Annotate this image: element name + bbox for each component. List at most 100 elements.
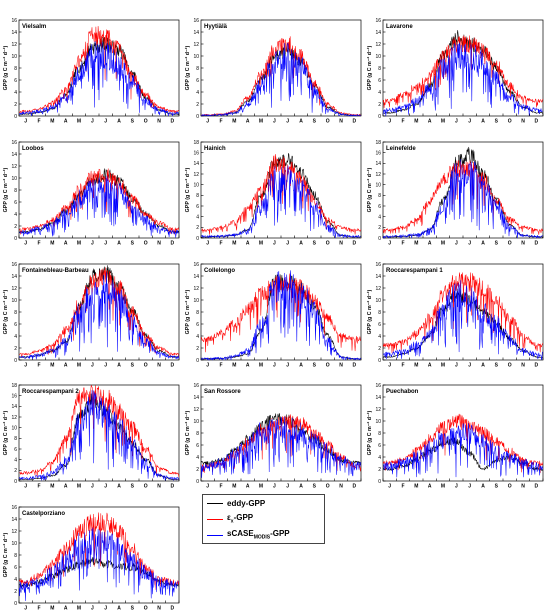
x-tick-label: D — [171, 241, 175, 247]
x-tick-label: O — [508, 363, 512, 369]
x-tick-label: N — [521, 484, 525, 490]
legend-swatch-scase — [207, 534, 223, 536]
y-tick-label: 6 — [196, 204, 199, 210]
y-axis-label: GPP (g C m⁻² d⁻¹) — [185, 167, 191, 212]
x-tick-label: F — [37, 363, 40, 369]
x-tick-label: A — [64, 363, 68, 369]
x-tick-label: S — [495, 241, 499, 247]
y-tick-label: 16 — [193, 383, 199, 389]
y-tick-label: 14 — [11, 30, 17, 36]
chart-panel: Roccarespampani 1 0 2 4 6 8 10 12 14 16 GPP (g C m… — [367, 262, 544, 369]
x-tick-label: A — [299, 119, 303, 125]
x-tick-label: A — [481, 484, 485, 490]
x-tick-label: F — [401, 484, 404, 490]
legend-swatch-eps — [207, 518, 223, 520]
y-tick-label: 8 — [378, 310, 381, 316]
x-tick-label: J — [273, 484, 276, 490]
series-line-scase — [18, 390, 180, 481]
y-axis-label: GPP (g C m⁻² d⁻¹) — [367, 45, 373, 90]
x-tick-label: J — [91, 241, 94, 247]
y-tick-label: 10 — [11, 425, 17, 431]
y-tick-label: 0 — [196, 479, 199, 485]
y-tick-label: 16 — [375, 262, 381, 268]
x-tick-label: A — [246, 241, 250, 247]
y-tick-label: 10 — [193, 182, 199, 188]
chart-panel: Puechabon 0 2 4 6 8 10 12 14 16 GPP (g C m⁻² d⁻¹) J… — [367, 383, 544, 490]
x-tick-label: O — [144, 606, 148, 612]
y-tick-label: 2 — [196, 467, 199, 473]
y-tick-label: 14 — [193, 30, 199, 36]
panel-title: San Rossore — [204, 389, 241, 395]
y-tick-label: 6 — [378, 322, 381, 328]
series-line-scase — [200, 165, 361, 239]
x-tick-label: A — [117, 119, 121, 125]
x-tick-label: M — [414, 363, 418, 369]
y-tick-label: 2 — [378, 102, 381, 108]
x-tick-label: A — [64, 119, 68, 125]
y-tick-label: 4 — [378, 90, 381, 96]
y-tick-label: 10 — [11, 541, 17, 547]
panel-title: Fontainebleau-Barbeau — [22, 268, 89, 274]
x-tick-label: S — [131, 241, 135, 247]
y-tick-label: 18 — [375, 140, 381, 146]
y-tick-label: 10 — [193, 419, 199, 425]
legend-item-eps: εx-GPP — [207, 513, 253, 525]
y-tick-label: 12 — [11, 42, 17, 48]
x-tick-label: A — [299, 484, 303, 490]
y-tick-label: 0 — [14, 479, 17, 485]
x-tick-label: J — [91, 606, 94, 612]
x-tick-label: J — [24, 606, 27, 612]
x-tick-label: M — [441, 484, 445, 490]
series-line-eps — [200, 273, 361, 353]
series-line-scase — [382, 280, 543, 361]
x-tick-label: J — [286, 119, 289, 125]
y-tick-label: 14 — [11, 404, 17, 410]
series-line-eps — [382, 272, 544, 354]
chart-panel: Lavarone 0 2 4 6 8 10 12 14 16 GPP (g C m⁻² d⁻¹) J F… — [367, 18, 544, 125]
y-tick-label: 0 — [14, 358, 17, 364]
series-line-scase — [382, 42, 543, 117]
y-axis-label: GPP (g C m⁻² d⁻¹) — [3, 45, 9, 90]
x-tick-label: O — [326, 484, 330, 490]
x-tick-label: J — [455, 484, 458, 490]
y-tick-label: 4 — [378, 214, 381, 220]
x-tick-label: A — [428, 241, 432, 247]
y-tick-label: 2 — [378, 346, 381, 352]
series-line-eddy — [383, 288, 543, 358]
x-tick-label: J — [206, 241, 209, 247]
x-tick-label: J — [468, 119, 471, 125]
x-tick-label: O — [144, 119, 148, 125]
x-tick-label: J — [388, 484, 391, 490]
x-tick-label: A — [64, 606, 68, 612]
x-tick-label: J — [455, 119, 458, 125]
series-line-eps — [382, 35, 544, 109]
x-tick-label: O — [326, 363, 330, 369]
x-tick-label: J — [104, 363, 107, 369]
legend: eddy-GPP εx-GPP sCASEMODIS-GPP — [202, 494, 325, 544]
x-tick-label: F — [401, 241, 404, 247]
y-tick-label: 16 — [193, 262, 199, 268]
y-axis-label: GPP (g C m⁻² d⁻¹) — [185, 410, 191, 455]
x-tick-label: N — [157, 241, 161, 247]
y-tick-label: 4 — [196, 90, 199, 96]
x-tick-label: O — [508, 119, 512, 125]
x-tick-label: D — [535, 241, 539, 247]
y-tick-label: 8 — [196, 66, 199, 72]
y-axis-label: GPP (g C m⁻² d⁻¹) — [367, 167, 373, 212]
panel-title: Collelongo — [204, 268, 235, 274]
y-tick-label: 16 — [375, 18, 381, 24]
y-tick-label: 6 — [14, 322, 17, 328]
chart-panel: Collelongo 0 2 4 6 8 10 12 14 16 GPP (g C m⁻² d⁻¹)… — [185, 262, 362, 369]
x-tick-label: F — [219, 119, 222, 125]
x-tick-label: A — [117, 484, 121, 490]
x-tick-label: A — [299, 363, 303, 369]
y-tick-label: 0 — [196, 358, 199, 364]
x-tick-label: A — [428, 119, 432, 125]
x-tick-label: J — [468, 363, 471, 369]
x-tick-label: M — [50, 606, 54, 612]
series-line-eps — [201, 154, 362, 235]
x-tick-label: S — [131, 606, 135, 612]
chart-panel: Leinefelde 0 2 4 6 8 10 12 14 16 18 GPP (g C m⁻² d⁻… — [367, 140, 544, 247]
y-axis-label: GPP (g C m⁻² d⁻¹) — [3, 532, 9, 577]
x-tick-label: A — [64, 484, 68, 490]
